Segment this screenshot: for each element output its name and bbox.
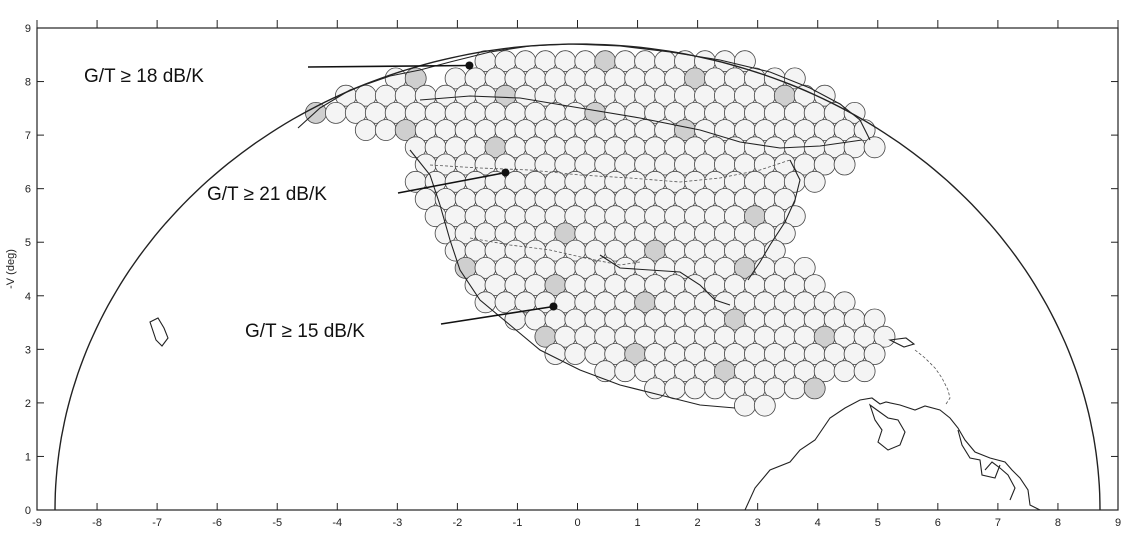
annotation-arrow	[307, 64, 470, 68]
beam-spot	[793, 256, 816, 279]
arctic-coast	[419, 95, 863, 149]
x-tick-label: -4	[332, 517, 342, 529]
beam-spot	[374, 119, 397, 142]
x-tick-label: 8	[1055, 517, 1061, 529]
x-tick-label: -1	[513, 517, 523, 529]
beam-spot	[863, 343, 886, 365]
y-tick-label: 2	[25, 398, 31, 410]
beam-spot	[404, 67, 427, 90]
puerto-rico	[888, 337, 916, 348]
beam-spot	[863, 308, 886, 331]
guiana-coast	[984, 461, 1016, 501]
beam-spot	[853, 360, 876, 383]
y-tick-label: 8	[25, 77, 31, 89]
x-tick-label: -9	[32, 517, 42, 529]
x-tick-label: 4	[815, 517, 821, 529]
x-tick-label: 3	[755, 517, 761, 529]
x-tick-label: 0	[574, 517, 580, 529]
us-mexico-coast	[409, 149, 736, 409]
beam-spot	[833, 360, 856, 383]
x-tick-label: 2	[695, 517, 701, 529]
us-canada-border	[429, 159, 791, 183]
beam-spot	[564, 343, 587, 365]
beam-spot	[474, 291, 497, 314]
beam-spot	[803, 274, 826, 297]
earth-disk-outline	[54, 43, 1101, 511]
x-tick-label: -3	[392, 517, 402, 529]
beam-spot	[803, 170, 826, 193]
y-tick-label: 5	[25, 237, 31, 249]
beam-spot	[783, 377, 806, 400]
x-tick-label: 5	[875, 517, 881, 529]
beam-spot	[704, 377, 726, 400]
beam-grid	[304, 50, 896, 417]
beam-spot	[684, 377, 706, 400]
beam-spot	[594, 360, 617, 383]
hawaii-islands	[149, 317, 169, 347]
beam-spot	[873, 325, 896, 348]
x-tick-label: -5	[272, 517, 282, 529]
x-tick-label: 1	[634, 517, 640, 529]
south-america-coastline	[744, 397, 1041, 511]
y-tick-label: 1	[25, 451, 31, 463]
beam-spot	[833, 153, 856, 176]
annotation-layer: G/T ≥ 18 dB/K G/T ≥ 21 dB/K G/T ≥ 15 dB/K	[84, 61, 558, 342]
beam-spot	[354, 119, 377, 142]
beam-spot	[863, 136, 886, 159]
x-tick-label: -7	[152, 517, 162, 529]
annotation-label: G/T ≥ 21 dB/K	[207, 184, 327, 205]
y-tick-label: 3	[25, 344, 31, 356]
y-tick-label: 6	[25, 184, 31, 196]
annotation-label: G/T ≥ 18 dB/K	[84, 66, 204, 87]
beam-spot	[833, 291, 856, 314]
annotation-point	[549, 302, 558, 311]
gulf-of-mexico	[599, 254, 731, 306]
x-tick-label: -2	[452, 517, 462, 529]
y-tick-label: 4	[25, 291, 31, 303]
beam-spot	[803, 377, 826, 400]
annotation-label: G/T ≥ 15 dB/K	[245, 321, 365, 342]
us-mexico-border	[469, 237, 641, 266]
axes: -9 -8 -7 -6 -5 -4 -3 -2 -1 0 1 2 3 4 5 6 7 8 9 0 1 2 3 4 5 6 7 8 9 -V…	[5, 20, 1121, 529]
annotation-point	[501, 168, 510, 177]
beam-spot	[734, 394, 756, 417]
y-tick-label: 7	[25, 130, 31, 142]
y-tick-label: 0	[25, 505, 31, 517]
beam-spot	[664, 377, 686, 400]
coastline-layer	[149, 43, 1041, 511]
x-tick-label: 9	[1115, 517, 1121, 529]
annotation-point	[465, 61, 474, 70]
annotation-arrow	[397, 171, 506, 194]
annotation-arrow	[440, 305, 554, 325]
beam-spot	[753, 394, 776, 417]
x-tick-label: -8	[92, 517, 102, 529]
y-tick-label: 9	[25, 23, 31, 35]
venezuela-detail	[868, 403, 906, 451]
orinoco-delta	[957, 429, 1001, 479]
antilles-chain	[914, 349, 951, 405]
x-tick-label: -6	[212, 517, 222, 529]
earth-disk-layer	[54, 43, 1101, 511]
y-axis-label: -V (deg)	[5, 249, 17, 289]
x-tick-label: 7	[995, 517, 1001, 529]
beam-spot	[324, 102, 347, 124]
x-tick-label: 6	[935, 517, 941, 529]
east-coast	[747, 159, 801, 281]
beam-spot	[614, 360, 637, 383]
